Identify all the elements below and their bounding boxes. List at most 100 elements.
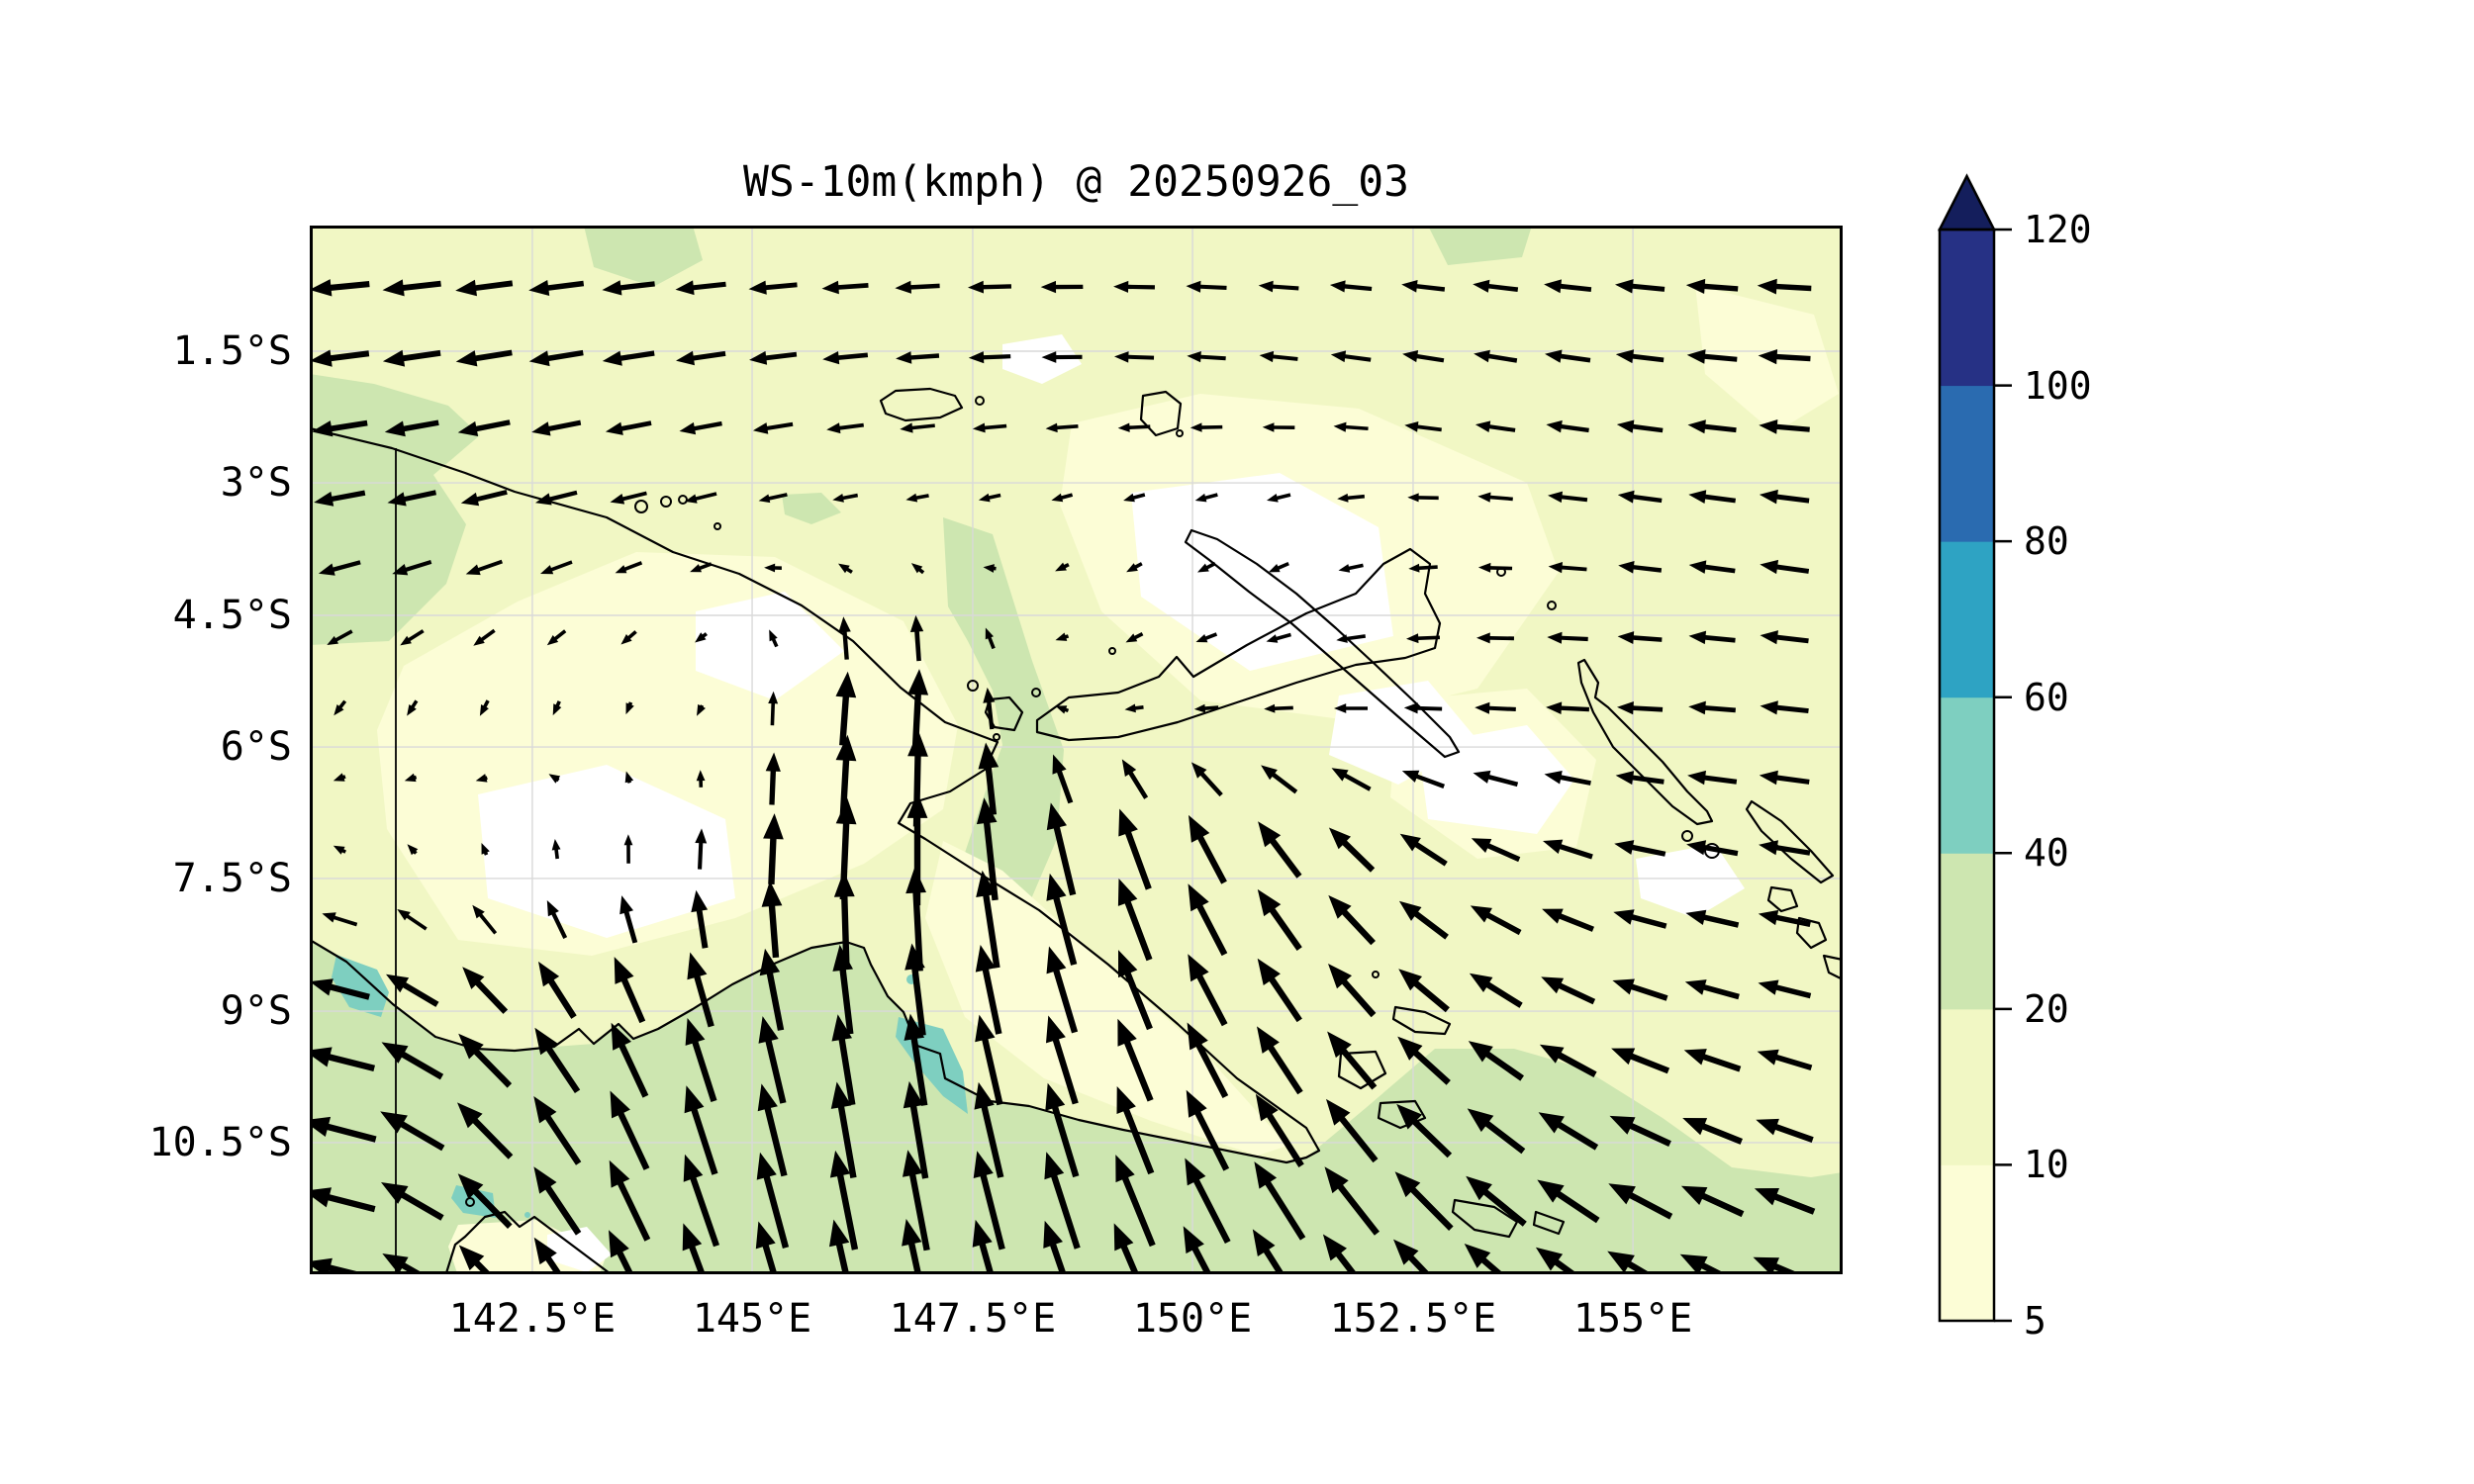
y-tick-label: 1.5°S <box>172 327 292 374</box>
wind-arrow <box>472 904 498 935</box>
wind-arrow <box>907 669 929 748</box>
wind-arrow <box>546 900 568 939</box>
wind-arrow <box>1188 954 1228 1027</box>
wind-arrow <box>1607 1251 1654 1274</box>
island-trobriand <box>1372 971 1380 978</box>
wind-arrow <box>1252 1229 1285 1274</box>
wind-arrow <box>761 881 783 959</box>
wind-arrow <box>1686 840 1739 857</box>
colorbar-frame <box>1938 228 1996 1323</box>
wind-arrow <box>407 699 419 716</box>
wind-arrow <box>1543 839 1593 860</box>
wind-arrow <box>609 1159 651 1242</box>
wind-arrow <box>310 1047 375 1071</box>
wind-arrow <box>611 1022 649 1098</box>
island-green-isl <box>1547 601 1557 610</box>
wind-arrow <box>759 948 785 1031</box>
wind-20-40-madang <box>782 493 841 524</box>
wind-arrow <box>462 967 509 1014</box>
wind-arrow <box>976 870 1000 969</box>
island-shortland-a <box>1681 830 1693 842</box>
coastline-new-guinea-mainland <box>310 426 1321 1164</box>
wind-arrow <box>1758 349 1811 365</box>
wind-arrow <box>1469 973 1523 1008</box>
wind-arrow <box>1257 958 1302 1023</box>
wind-arrow <box>684 1085 718 1175</box>
wind-arrow <box>1688 560 1736 574</box>
wind-arrow <box>1548 562 1587 574</box>
wind-arrow <box>605 420 652 435</box>
wind-arrow <box>1262 422 1295 432</box>
wind-arrow <box>322 912 358 927</box>
wind-arrow <box>1183 1226 1212 1274</box>
wind-arrow <box>1187 1022 1229 1098</box>
wind-arrow <box>1539 1044 1597 1077</box>
wind-below5-inland-b <box>478 765 735 938</box>
wind-arrow <box>1041 351 1083 363</box>
wind-arrow <box>1055 705 1070 714</box>
island-solomon-sea-islet <box>1108 647 1116 655</box>
colorbar-tick-label: 40 <box>2024 831 2069 876</box>
wind-arrow <box>1326 1098 1379 1163</box>
wind-arrow <box>310 1257 369 1274</box>
wind-arrow <box>1046 873 1078 966</box>
island-bagabag <box>660 496 672 508</box>
wind-arrow <box>619 895 638 944</box>
wind-arrow <box>1189 422 1223 432</box>
wind-arrow <box>682 1223 706 1274</box>
wind-arrow <box>1608 1183 1673 1220</box>
wind-arrow <box>835 797 857 900</box>
wind-arrow <box>685 1018 717 1102</box>
x-tick-label: 150°E <box>1132 1296 1253 1342</box>
wind-arrow <box>528 280 585 296</box>
wind-arrow <box>473 628 496 646</box>
wind-arrow <box>1753 1256 1802 1274</box>
wind-arrow <box>460 490 508 507</box>
wind-arrow <box>1045 1082 1080 1178</box>
wind-arrow <box>829 1219 850 1274</box>
wind-arrow <box>1467 1108 1526 1155</box>
wind-arrow <box>1055 632 1070 641</box>
wind-arrow <box>531 419 582 436</box>
wind-arrow <box>1046 802 1077 896</box>
wind-below5-inland-a <box>696 592 844 700</box>
wind-arrow <box>832 493 858 503</box>
wind-arrow <box>1546 419 1589 433</box>
wind-arrow <box>1546 701 1589 714</box>
wind-arrow <box>546 629 567 646</box>
y-tick-label: 6°S <box>220 724 292 771</box>
wind-arrow <box>1117 878 1153 962</box>
colorbar-tick-label: 60 <box>2024 675 2069 719</box>
wind-arrow <box>1615 349 1665 364</box>
coastline-new-hanover <box>1139 390 1183 437</box>
wind-arrow <box>1757 1049 1813 1070</box>
wind-arrow <box>1328 964 1377 1018</box>
wind-arrow <box>475 774 488 783</box>
wind-arrow <box>533 1096 582 1165</box>
wind-arrow <box>1688 630 1736 645</box>
wind-arrow <box>1267 493 1291 503</box>
coastline-cape-york <box>444 1210 614 1274</box>
wind-arrow <box>1613 909 1667 929</box>
wind-arrow <box>380 1111 445 1152</box>
wind-arrow <box>481 843 490 856</box>
wind-arrow <box>1333 421 1369 432</box>
wind-arrow <box>534 1027 581 1093</box>
wind-arrow <box>1407 493 1439 503</box>
wind-arrow <box>610 491 647 505</box>
colorbar-segment <box>1940 1008 1994 1165</box>
wind-arrow <box>695 632 708 643</box>
colorbar-tick-label: 120 <box>2024 208 2092 251</box>
wind-arrow <box>1255 1093 1304 1167</box>
wind-arrow <box>457 419 511 436</box>
coastline-choiseul <box>1745 799 1835 884</box>
wind-arrow <box>533 1166 582 1236</box>
wind-arrow <box>1338 563 1364 573</box>
wind-arrow <box>1115 1155 1156 1248</box>
wind-arrow <box>1473 279 1519 293</box>
wind-arrow <box>1476 632 1514 644</box>
wind-arrow <box>615 561 643 574</box>
wind-arrow <box>1686 349 1738 364</box>
wind-arrow <box>1328 827 1376 873</box>
wind-arrow <box>318 560 361 576</box>
